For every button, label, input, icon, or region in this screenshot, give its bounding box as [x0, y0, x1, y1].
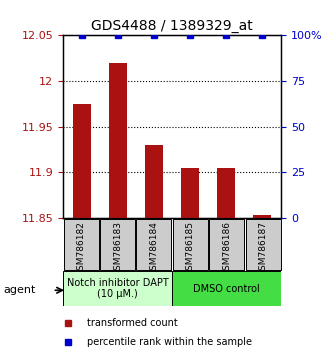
Text: agent: agent [4, 285, 36, 295]
Bar [64, 219, 99, 270]
Text: GSM786184: GSM786184 [149, 221, 159, 276]
Bar [136, 219, 171, 270]
Text: DMSO control: DMSO control [193, 284, 260, 293]
Bar [217, 167, 235, 218]
Text: GSM786187: GSM786187 [259, 221, 268, 276]
Text: transformed count: transformed count [87, 318, 177, 328]
Text: percentile rank within the sample: percentile rank within the sample [87, 337, 252, 348]
Text: GSM786182: GSM786182 [76, 221, 86, 276]
Bar [63, 271, 172, 306]
Bar [209, 219, 244, 270]
Bar [73, 104, 91, 218]
Bar [246, 219, 281, 270]
Title: GDS4488 / 1389329_at: GDS4488 / 1389329_at [91, 19, 253, 33]
Bar [109, 63, 127, 218]
Bar [253, 215, 271, 218]
Bar [172, 271, 281, 306]
Bar [145, 145, 163, 218]
Text: GSM786183: GSM786183 [113, 221, 122, 276]
Text: Notch inhibitor DAPT
(10 μM.): Notch inhibitor DAPT (10 μM.) [67, 278, 168, 299]
Text: GSM786185: GSM786185 [186, 221, 195, 276]
Bar [181, 167, 199, 218]
Bar [173, 219, 208, 270]
Text: GSM786186: GSM786186 [222, 221, 231, 276]
Bar [100, 219, 135, 270]
